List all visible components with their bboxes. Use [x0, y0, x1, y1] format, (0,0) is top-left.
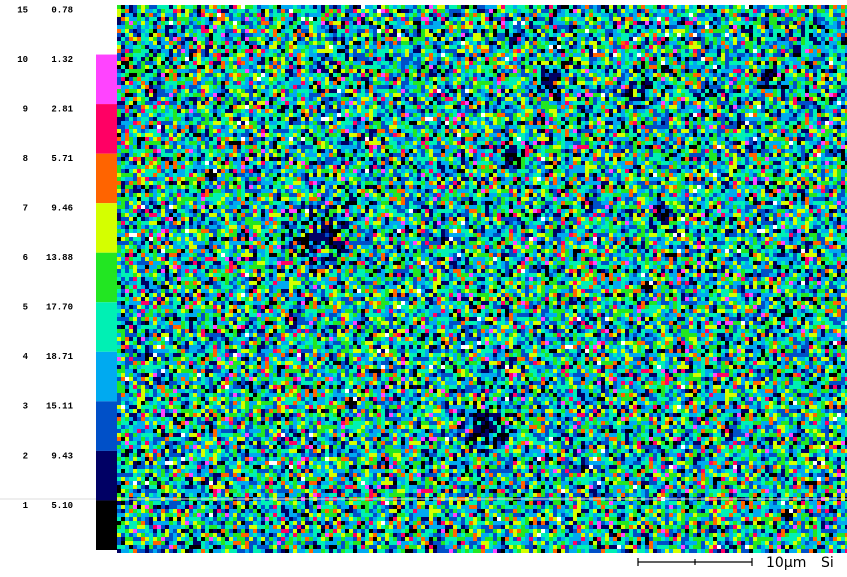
level-number: 4 [23, 352, 29, 362]
level-percent: 15.11 [46, 402, 74, 412]
color-swatch [96, 203, 117, 253]
level-percent: 5.71 [51, 154, 73, 164]
level-number: 8 [23, 154, 28, 164]
level-percent: 0.78 [51, 5, 73, 15]
level-percent: 5.10 [51, 501, 73, 511]
level-number: 7 [23, 204, 28, 214]
scale-bar [638, 558, 752, 566]
level-number: 3 [23, 402, 28, 412]
level-percent: 1.32 [51, 55, 73, 65]
level-percent: 9.43 [51, 451, 73, 461]
level-number: 6 [23, 253, 28, 263]
level-number: 5 [23, 303, 28, 313]
color-swatch [96, 302, 117, 352]
level-number: 15 [17, 5, 28, 15]
level-number: 1 [23, 501, 29, 511]
element-map: 10μm Si 150.78101.3292.8185.7179.46613.8… [0, 0, 847, 577]
level-number: 10 [17, 55, 28, 65]
level-number: 2 [23, 451, 28, 461]
color-swatch [96, 104, 117, 154]
color-swatch [96, 253, 117, 303]
element-label: Si [821, 555, 834, 571]
scale-label: 10μm [766, 555, 806, 571]
color-swatch [96, 401, 117, 451]
color-swatch [96, 451, 117, 501]
level-number: 9 [23, 104, 28, 114]
level-percent: 9.46 [51, 204, 73, 214]
level-percent: 13.88 [46, 253, 73, 263]
level-percent: 18.71 [46, 352, 74, 362]
level-percent: 2.81 [51, 104, 73, 114]
color-swatch [96, 55, 117, 105]
color-swatch [96, 500, 117, 550]
map-image [117, 5, 847, 553]
color-swatch [96, 154, 117, 204]
level-percent: 17.70 [46, 303, 73, 313]
color-swatch [96, 352, 117, 402]
color-swatch [96, 5, 117, 55]
